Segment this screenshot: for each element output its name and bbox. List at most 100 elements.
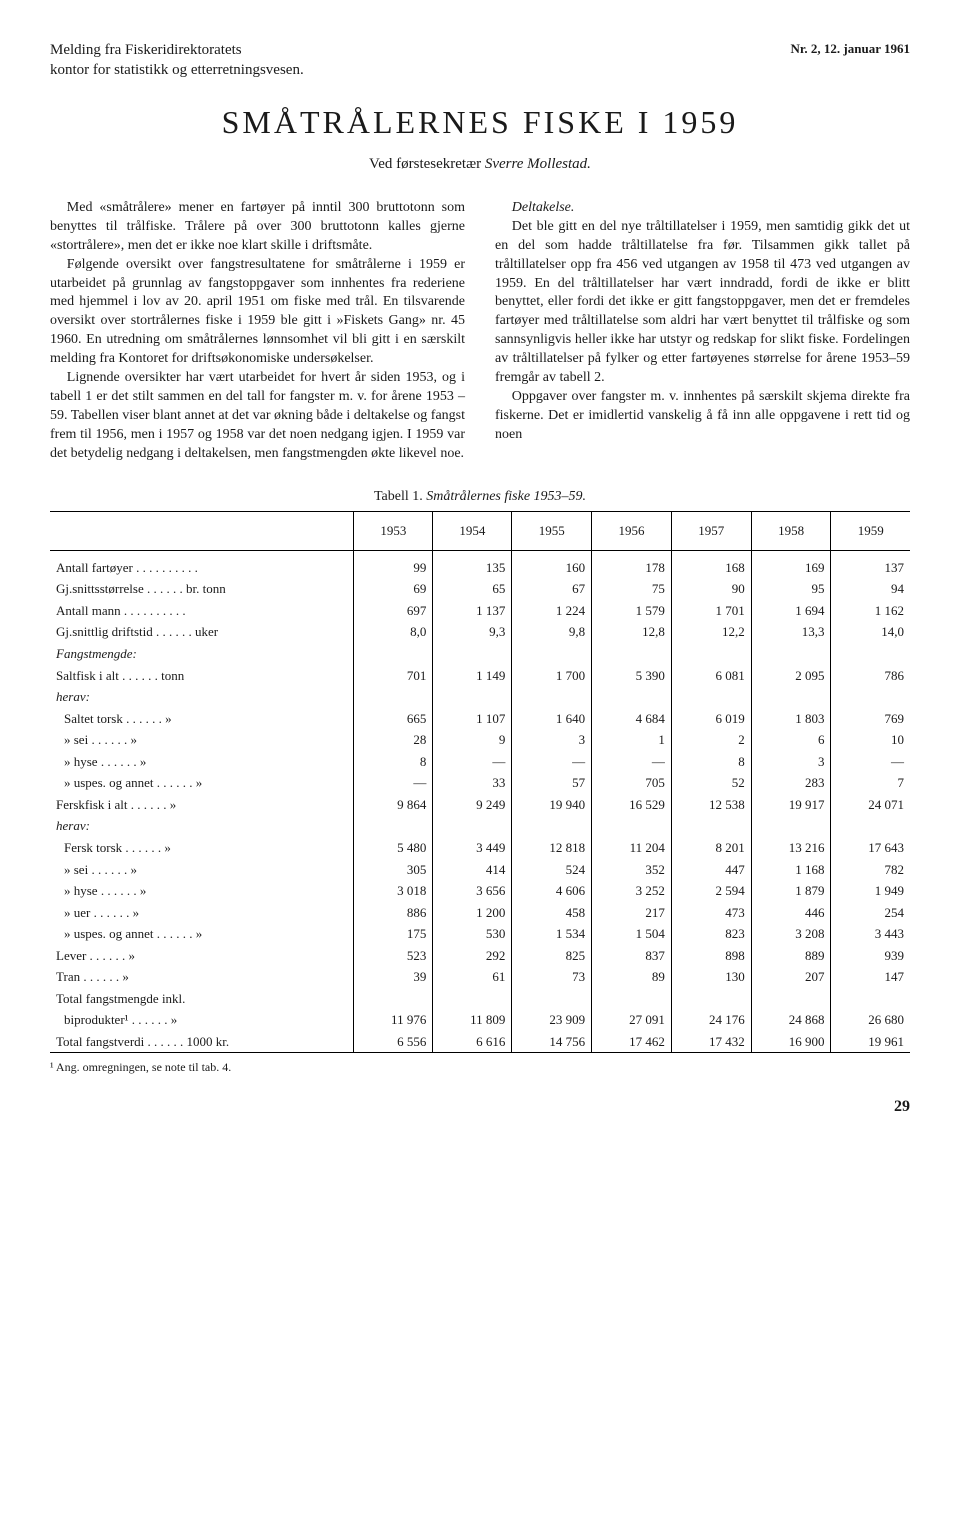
row-label: Antall fartøyer . . . . . . . . . . <box>50 550 354 578</box>
table-cell: 16 900 <box>751 1031 831 1053</box>
table-cell: 1 224 <box>512 600 592 622</box>
table-cell: 16 529 <box>592 794 672 816</box>
table-row: Ferskfisk i alt . . . . . . »9 8649 2491… <box>50 794 910 816</box>
row-label: » uer . . . . . . » <box>50 902 354 924</box>
table-cell <box>354 815 433 837</box>
row-label: » uspes. og annet . . . . . . » <box>50 772 354 794</box>
table-cell: 2 095 <box>751 665 831 687</box>
table-row: Fersk torsk . . . . . . »5 4803 44912 81… <box>50 837 910 859</box>
table-row: Gj.snittsstørrelse . . . . . . br. tonn6… <box>50 578 910 600</box>
paragraph-1: Med «småtrålere» mener en fartøyer på in… <box>50 199 465 256</box>
table-cell: 8 201 <box>671 837 751 859</box>
table-cell: 3 443 <box>831 923 910 945</box>
table-cell: 19 940 <box>512 794 592 816</box>
table-cell <box>512 686 592 708</box>
table-cell: 147 <box>831 966 910 988</box>
table-cell: 825 <box>512 945 592 967</box>
table-cell <box>831 815 910 837</box>
table-cell: 1 137 <box>433 600 512 622</box>
table-cell: 9 <box>433 729 512 751</box>
table-cell <box>751 815 831 837</box>
table-cell: 7 <box>831 772 910 794</box>
table-cell: 17 432 <box>671 1031 751 1053</box>
table-cell: 5 480 <box>354 837 433 859</box>
body-text: Med «småtrålere» mener en fartøyer på in… <box>50 199 910 463</box>
table-cell: 5 390 <box>592 665 672 687</box>
table-cell: 8,0 <box>354 621 433 643</box>
table-cell: 3 208 <box>751 923 831 945</box>
table-cell <box>512 988 592 1010</box>
row-label: herav: <box>50 686 354 708</box>
row-label: Saltet torsk . . . . . . » <box>50 708 354 730</box>
table-row: » uspes. og annet . . . . . . »—33577055… <box>50 772 910 794</box>
paragraph-4: Det ble gitt en del nye tråltillatelser … <box>495 218 910 388</box>
table-cell: 90 <box>671 578 751 600</box>
row-label: » uspes. og annet . . . . . . » <box>50 923 354 945</box>
table-row: » sei . . . . . . »3054145243524471 1687… <box>50 859 910 881</box>
table-row: » hyse . . . . . . »8———83— <box>50 751 910 773</box>
source-line-1: Melding fra Fiskeridirektoratets <box>50 40 304 60</box>
table-cell: 169 <box>751 550 831 578</box>
table-cell: 1 504 <box>592 923 672 945</box>
row-label: Gj.snittlig driftstid . . . . . . uker <box>50 621 354 643</box>
table-cell <box>671 988 751 1010</box>
page-number: 29 <box>50 1096 910 1118</box>
table-cell: 24 176 <box>671 1009 751 1031</box>
table-cell: 11 809 <box>433 1009 512 1031</box>
row-label: Total fangstverdi . . . . . . 1000 kr. <box>50 1031 354 1053</box>
table-cell: 1 640 <box>512 708 592 730</box>
row-label: » hyse . . . . . . » <box>50 751 354 773</box>
byline-prefix: Ved førstesekretær <box>369 156 485 172</box>
table-cell: 898 <box>671 945 751 967</box>
row-label: » sei . . . . . . » <box>50 729 354 751</box>
table-cell: 6 556 <box>354 1031 433 1053</box>
table-cell: 3 <box>512 729 592 751</box>
table-cell: 6 616 <box>433 1031 512 1053</box>
table-cell: 939 <box>831 945 910 967</box>
table-cell: 1 879 <box>751 880 831 902</box>
table-cell: 1 200 <box>433 902 512 924</box>
table-cell <box>433 815 512 837</box>
table-cell: 67 <box>512 578 592 600</box>
table-cell: 3 018 <box>354 880 433 902</box>
row-label: Fersk torsk . . . . . . » <box>50 837 354 859</box>
table-cell: 26 680 <box>831 1009 910 1031</box>
table-cell: 69 <box>354 578 433 600</box>
table-cell <box>354 988 433 1010</box>
table-cell: 1 <box>592 729 672 751</box>
table-cell: 1 579 <box>592 600 672 622</box>
table-header-blank <box>50 512 354 551</box>
table-row: Antall mann . . . . . . . . . .6971 1371… <box>50 600 910 622</box>
table-row: » uer . . . . . . »8861 2004582174734462… <box>50 902 910 924</box>
table-cell: 27 091 <box>592 1009 672 1031</box>
table-cell: 782 <box>831 859 910 881</box>
table-cell: 823 <box>671 923 751 945</box>
row-label: Total fangstmengde inkl. <box>50 988 354 1010</box>
table-cell: 135 <box>433 550 512 578</box>
table-cell <box>831 686 910 708</box>
table-cell: 458 <box>512 902 592 924</box>
row-label: Gj.snittsstørrelse . . . . . . br. tonn <box>50 578 354 600</box>
table-row: Gj.snittlig driftstid . . . . . . uker8,… <box>50 621 910 643</box>
table-cell: 473 <box>671 902 751 924</box>
table-cell: 4 684 <box>592 708 672 730</box>
row-label: biprodukter¹ . . . . . . » <box>50 1009 354 1031</box>
table-caption-prefix: Tabell 1. <box>374 489 426 504</box>
table-cell: 178 <box>592 550 672 578</box>
row-label: » hyse . . . . . . » <box>50 880 354 902</box>
table-cell <box>433 643 512 665</box>
table-cell <box>751 686 831 708</box>
table-cell: 6 <box>751 729 831 751</box>
table-cell: 446 <box>751 902 831 924</box>
table-cell: 12 818 <box>512 837 592 859</box>
table-cell: 9 864 <box>354 794 433 816</box>
table-cell: 95 <box>751 578 831 600</box>
table-cell <box>751 643 831 665</box>
table-cell: 73 <box>512 966 592 988</box>
table-cell: 217 <box>592 902 672 924</box>
row-label: Lever . . . . . . » <box>50 945 354 967</box>
table-cell: — <box>433 751 512 773</box>
table-cell: 447 <box>671 859 751 881</box>
table-cell: 65 <box>433 578 512 600</box>
table-cell: 14,0 <box>831 621 910 643</box>
